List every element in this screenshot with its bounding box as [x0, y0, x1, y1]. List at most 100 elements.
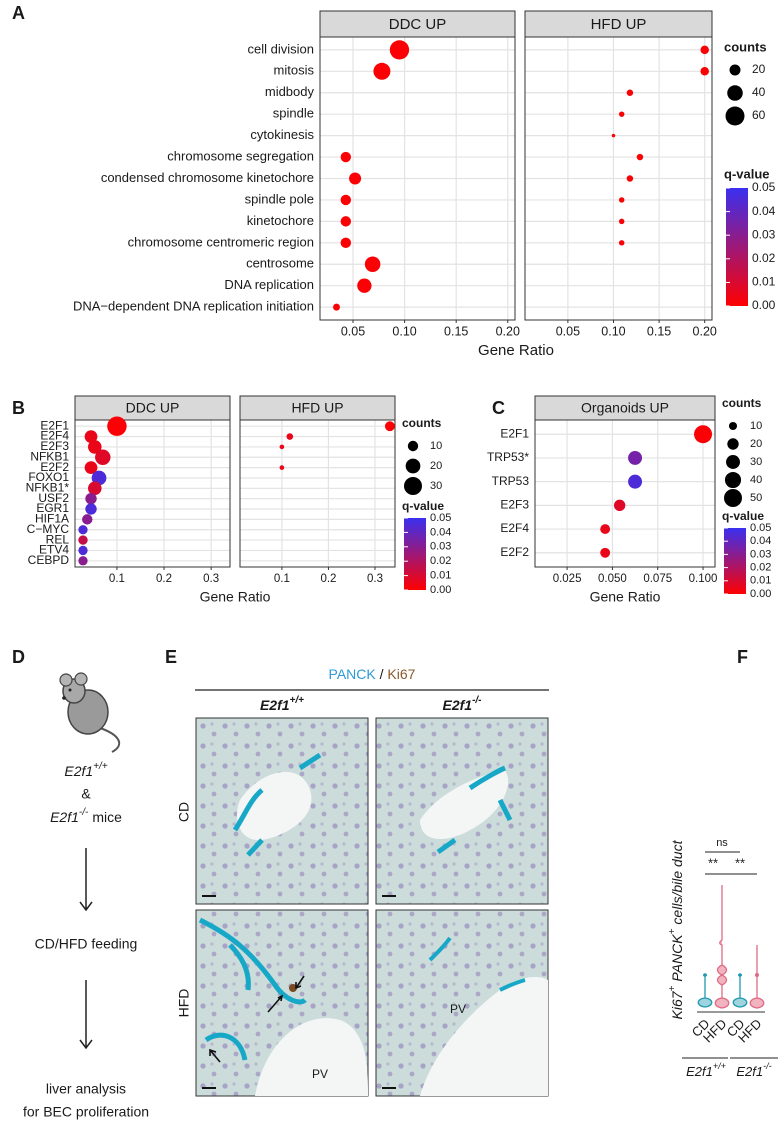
y-tick-label: DNA replication	[224, 277, 314, 292]
y-tick-label: centrosome	[246, 256, 314, 271]
legend-dot	[724, 489, 742, 507]
arrow	[79, 848, 93, 1050]
genotype-sup: +/+	[713, 1061, 726, 1071]
colorbar	[726, 188, 748, 306]
x-tick-label: 0.05	[341, 324, 365, 338]
vessel-label: PV	[450, 1002, 466, 1016]
genotype-sup: +/+	[290, 695, 305, 706]
vessel-label: PV	[312, 1067, 328, 1081]
gene: E2f1	[442, 697, 472, 713]
row-label: CD	[176, 802, 192, 822]
y-tick-label: cell division	[248, 41, 314, 56]
dot	[600, 547, 611, 558]
y-tick-label: E2F4	[40, 429, 69, 443]
step: for BEC proliferation	[23, 1104, 149, 1120]
stain: Ki67	[387, 666, 415, 682]
dot	[600, 524, 611, 534]
legend-title: counts	[402, 416, 442, 430]
x-tick-label: 0.10	[601, 324, 625, 338]
mice: mice	[92, 809, 122, 825]
x-tick-label: 0.3	[203, 573, 219, 585]
y-tick-label: EGR1	[36, 501, 69, 515]
dot	[373, 62, 391, 80]
row-label: HFD	[176, 989, 192, 1018]
dot	[613, 499, 626, 512]
x-tick-label: 0.20	[496, 324, 520, 338]
stain: PANCK	[329, 666, 377, 682]
genotype-sup: -/-	[79, 807, 89, 818]
strip	[239, 395, 396, 421]
y-tick-label: chromosome centromeric region	[128, 234, 314, 249]
genotype: E2f1-/- mice	[50, 807, 122, 825]
legend-label: 10	[430, 440, 442, 452]
dot	[107, 416, 127, 436]
legend-dot	[407, 440, 419, 452]
colorbar-label: 0.00	[752, 298, 776, 312]
strip-title: HFD UP	[291, 400, 343, 416]
legend-dot	[727, 438, 739, 450]
dot	[357, 278, 372, 293]
micrograph	[195, 909, 369, 1097]
legend-title: counts	[724, 39, 767, 54]
y-tick-label: NFKB1*	[26, 480, 70, 494]
colorbar-label: 0.04	[750, 535, 771, 547]
panel-label: A	[12, 3, 25, 23]
dot	[84, 461, 98, 474]
y-tick-label: C−MYC	[27, 522, 70, 536]
legend-label: 50	[750, 492, 762, 504]
strip-title: DDC UP	[126, 400, 180, 416]
x-tick-label: 0.10	[392, 324, 416, 338]
label-part: Ki67	[669, 990, 685, 1019]
dot	[85, 492, 97, 505]
dot	[618, 111, 625, 117]
violins	[697, 885, 765, 1009]
x-tick-label: 0.2	[320, 573, 336, 585]
genotype: E2f1+/+	[64, 761, 107, 779]
y-tick-label: mitosis	[274, 63, 315, 78]
label-sup: +	[667, 985, 678, 991]
dot	[384, 421, 395, 432]
dot	[340, 151, 351, 163]
colorbar	[404, 518, 426, 590]
legend-title: q-value	[722, 509, 764, 523]
step: CD/HFD feeding	[35, 936, 138, 952]
dot	[88, 481, 102, 496]
dot	[279, 444, 285, 450]
legend-dot	[724, 471, 742, 489]
panel-label: E	[165, 647, 177, 667]
significance: **	[708, 855, 718, 870]
panel-background	[535, 420, 715, 567]
x-tick-label: 0.100	[689, 573, 718, 585]
dot	[700, 45, 709, 55]
dot	[618, 218, 625, 225]
strip	[524, 10, 713, 38]
x-tick-label: 0.075	[643, 573, 672, 585]
stain-title: PANCK / Ki67	[329, 666, 416, 682]
gene: E2f1	[686, 1064, 713, 1079]
y-tick-label: kinetochore	[247, 213, 314, 228]
colorbar-label: 0.01	[430, 570, 451, 582]
colorbar-label: 0.00	[430, 584, 451, 596]
legend-title: q-value	[402, 499, 444, 513]
group-label: E2f1+/+	[686, 1061, 726, 1079]
x-tick-label: 0.1	[109, 573, 125, 585]
dot	[95, 449, 111, 465]
x-tick-label: 0.3	[367, 573, 383, 585]
legend-label: 40	[750, 474, 762, 486]
y-tick-label: DNA−dependent DNA replication initiation	[73, 299, 314, 314]
y-tick-label: cytokinesis	[250, 127, 314, 142]
colorbar-label: 0.04	[752, 204, 776, 218]
dot	[78, 545, 88, 556]
genotype-sup: -/-	[472, 695, 482, 706]
panel-label: D	[12, 647, 25, 667]
dot	[85, 503, 97, 515]
x-tick-label: 0.025	[553, 573, 582, 585]
dot	[340, 216, 351, 227]
y-tick-label: CEBPD	[28, 553, 70, 567]
dot	[618, 197, 625, 203]
legend-title: q-value	[724, 166, 770, 181]
colorbar-label: 0.03	[752, 227, 776, 241]
dot	[628, 474, 643, 489]
micrograph	[375, 717, 549, 905]
